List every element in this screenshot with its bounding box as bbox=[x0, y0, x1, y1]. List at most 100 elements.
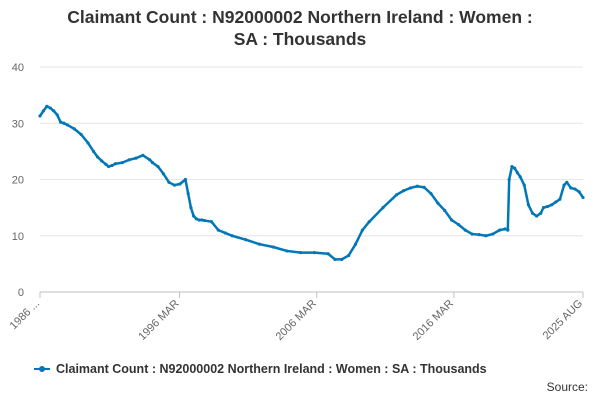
data-point bbox=[194, 217, 198, 221]
data-point bbox=[244, 238, 248, 242]
x-tick-label: 1986 ... bbox=[8, 298, 42, 332]
data-point bbox=[134, 156, 138, 160]
x-tick-label: 2016 MAR bbox=[411, 298, 456, 343]
data-point bbox=[141, 153, 145, 157]
data-point bbox=[581, 195, 585, 200]
x-axis-ticks: 1986 ... 1996 MAR 2006 MAR 2016 MAR 2025 AUG bbox=[8, 292, 585, 343]
data-point bbox=[395, 193, 399, 197]
data-point bbox=[539, 211, 543, 215]
y-tick-label: 20 bbox=[12, 175, 24, 187]
data-point bbox=[230, 234, 234, 238]
data-point bbox=[565, 180, 569, 184]
data-point bbox=[522, 183, 526, 187]
data-point bbox=[408, 186, 413, 190]
data-point bbox=[510, 164, 514, 169]
data-point bbox=[100, 159, 104, 163]
grid-lines bbox=[40, 66, 583, 293]
data-point bbox=[110, 163, 114, 168]
data-point bbox=[513, 166, 517, 170]
data-point bbox=[546, 204, 550, 209]
data-point bbox=[65, 123, 70, 127]
data-point bbox=[58, 120, 63, 124]
data-point bbox=[449, 218, 454, 222]
data-point bbox=[186, 191, 190, 196]
data-point bbox=[172, 183, 177, 187]
series-line-0 bbox=[38, 105, 585, 261]
data-point bbox=[79, 132, 83, 137]
data-point bbox=[271, 245, 275, 249]
data-point bbox=[192, 214, 196, 218]
data-point bbox=[41, 109, 46, 113]
data-point bbox=[161, 172, 166, 176]
data-point bbox=[285, 249, 289, 253]
data-point bbox=[150, 161, 155, 165]
data-point bbox=[45, 104, 49, 108]
data-point bbox=[347, 253, 351, 258]
data-point bbox=[203, 218, 207, 223]
data-point bbox=[507, 177, 511, 182]
x-tick-label: 1996 MAR bbox=[136, 298, 181, 343]
data-point bbox=[120, 161, 124, 165]
data-point bbox=[340, 257, 344, 261]
data-point bbox=[530, 211, 535, 215]
data-point bbox=[200, 218, 204, 222]
chart-title-line-2: SA : Thousands bbox=[233, 29, 367, 49]
data-point bbox=[367, 220, 371, 224]
data-point bbox=[550, 203, 554, 207]
data-point bbox=[104, 162, 108, 166]
y-tick-label: 30 bbox=[12, 118, 24, 130]
x-tick-label: 2006 MAR bbox=[274, 298, 319, 343]
data-point bbox=[497, 228, 502, 232]
data-point bbox=[52, 109, 56, 113]
data-point bbox=[326, 252, 330, 256]
data-point bbox=[360, 228, 364, 232]
data-point bbox=[518, 175, 522, 179]
data-point bbox=[569, 186, 573, 190]
data-point bbox=[38, 114, 42, 118]
data-point bbox=[573, 187, 577, 191]
data-point bbox=[562, 183, 566, 187]
data-point bbox=[333, 257, 337, 261]
data-point bbox=[148, 158, 152, 162]
data-point bbox=[443, 208, 447, 213]
data-point bbox=[48, 106, 52, 110]
data-point bbox=[470, 232, 474, 236]
source-label: Source: bbox=[546, 380, 588, 394]
legend-swatch-icon bbox=[34, 363, 50, 375]
data-point bbox=[429, 191, 433, 196]
data-point bbox=[156, 164, 160, 169]
data-point bbox=[491, 232, 495, 236]
data-point bbox=[183, 177, 188, 182]
data-point bbox=[577, 190, 581, 194]
data-point bbox=[86, 141, 90, 145]
data-point bbox=[541, 206, 546, 210]
data-point bbox=[127, 158, 131, 162]
data-point bbox=[72, 127, 76, 131]
data-point bbox=[312, 251, 316, 255]
data-point bbox=[436, 201, 440, 205]
data-point bbox=[515, 171, 520, 175]
data-point bbox=[503, 227, 507, 231]
data-point bbox=[381, 206, 385, 210]
data-point bbox=[401, 189, 406, 193]
data-point bbox=[223, 231, 227, 235]
chart-title: Claimant Count : N92000002 Northern Irel… bbox=[0, 6, 600, 50]
data-point bbox=[107, 164, 111, 169]
data-point bbox=[554, 200, 558, 204]
data-point bbox=[484, 234, 488, 238]
data-point bbox=[209, 220, 214, 224]
chart-title-line-1: Claimant Count : N92000002 Northern Irel… bbox=[67, 7, 533, 27]
data-point bbox=[353, 242, 358, 246]
y-tick-label: 0 bbox=[18, 287, 24, 299]
x-tick-label: 2025 AUG bbox=[541, 298, 585, 342]
data-point bbox=[62, 121, 66, 125]
data-point bbox=[535, 214, 539, 218]
data-point bbox=[113, 162, 118, 166]
legend[interactable]: Claimant Count : N92000002 Northern Irel… bbox=[34, 362, 487, 376]
data-point bbox=[197, 218, 201, 222]
data-point bbox=[167, 180, 171, 184]
data-point bbox=[456, 222, 461, 227]
data-point bbox=[299, 251, 303, 255]
data-point bbox=[96, 155, 100, 159]
